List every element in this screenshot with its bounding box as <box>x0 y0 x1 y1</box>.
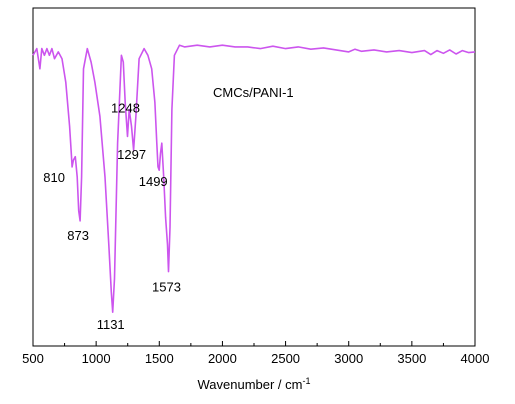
peak-label-1499: 1499 <box>139 174 168 189</box>
x-tick-label: 4000 <box>461 351 490 366</box>
x-tick-label: 1500 <box>145 351 174 366</box>
x-tick-label: 3500 <box>397 351 426 366</box>
series-line-cmcs-pani-1 <box>32 44 476 313</box>
x-axis-title: Wavenumber / cm-1 <box>197 376 310 392</box>
x-axis-ticks <box>32 341 476 346</box>
x-tick-label: 2500 <box>271 351 300 366</box>
peak-labels: 810 873 1131 1248 1297 1499 1573 <box>43 100 181 332</box>
x-tick-label: 3000 <box>334 351 363 366</box>
peak-label-873: 873 <box>67 228 89 243</box>
x-axis-tick-labels: 500 1000 1500 2000 2500 3000 3500 4000 <box>22 351 489 366</box>
series-label: CMCs/PANI-1 <box>213 85 294 100</box>
x-tick-label: 500 <box>22 351 44 366</box>
peak-label-810: 810 <box>43 170 65 185</box>
peak-label-1248: 1248 <box>111 100 140 115</box>
peak-label-1573: 1573 <box>152 280 181 295</box>
peak-label-1131: 1131 <box>97 317 125 332</box>
x-axis-title-text: Wavenumber / cm <box>197 377 302 392</box>
plot-frame <box>32 7 476 347</box>
x-tick-label: 2000 <box>208 351 237 366</box>
x-axis-title-superscript: -1 <box>302 376 310 386</box>
peak-label-1297: 1297 <box>117 147 146 162</box>
x-tick-label: 1000 <box>82 351 111 366</box>
